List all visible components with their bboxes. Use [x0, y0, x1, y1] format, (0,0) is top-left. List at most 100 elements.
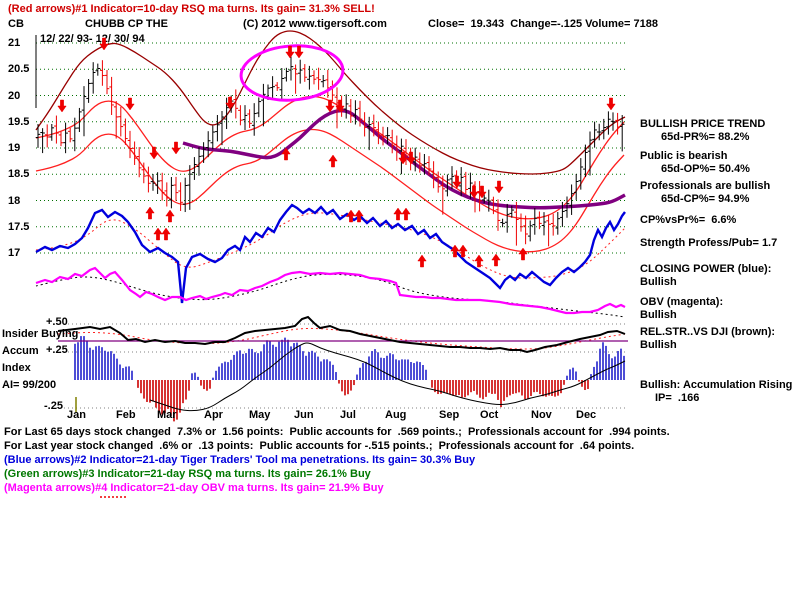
buy-arrow-icon — [281, 147, 291, 161]
month-label: May — [249, 409, 271, 421]
obv-line — [35, 266, 626, 315]
insider-buying-label: Insider Buying — [2, 328, 79, 340]
price-tick-label: 20 — [8, 89, 21, 102]
price-tick-label: 21 — [8, 37, 21, 49]
ellipse-annotation — [239, 44, 345, 102]
indicator-summary-item: 65d-CP%= 94.9% — [661, 193, 750, 205]
month-label: Jun — [294, 409, 314, 421]
sell-arrow-icon — [285, 45, 295, 59]
company-name: CHUBB CP THE — [85, 18, 168, 30]
month-label: Mar — [157, 409, 177, 421]
buy-arrow-icon — [145, 206, 155, 220]
price-tick-label: 17.5 — [8, 220, 30, 233]
indicator-summary-item: Public is bearish — [640, 150, 728, 162]
ai-moving-average-line — [149, 342, 626, 412]
footer-line: (Blue arrows)#2 Indicator=21-day Tiger T… — [4, 454, 476, 466]
indicator-summary-item: CLOSING POWER (blue): — [640, 263, 772, 275]
sell-arrow-icon — [99, 37, 109, 51]
sell-arrow-icon — [225, 96, 235, 110]
ticker-symbol: CB — [8, 18, 24, 30]
buy-arrow-icon — [153, 227, 163, 241]
month-label: Feb — [116, 409, 136, 421]
indicator-summary-item: Bullish — [640, 276, 677, 288]
month-label: Oct — [480, 409, 499, 421]
buy-arrow-icon — [354, 209, 364, 223]
sell-arrow-icon — [171, 141, 181, 155]
ai-value-label: AI= 99/200 — [2, 379, 57, 391]
price-tick-label: 20.5 — [8, 63, 30, 76]
sell-arrow-icon — [494, 180, 504, 194]
purple-65day-ma — [182, 108, 626, 210]
indicator-summary-item: REL.STR..VS DJI (brown): — [640, 326, 776, 338]
sell-arrow-icon — [149, 146, 159, 160]
sell-arrow-icon — [335, 99, 345, 113]
buy-arrow-icon — [401, 207, 411, 221]
sell-arrow-icon — [477, 185, 487, 199]
footer-line: For Last 65 days stock changed 7.3% or 1… — [4, 426, 670, 438]
month-label: Jul — [340, 409, 356, 421]
buy-arrow-icon — [491, 253, 501, 267]
indicator-summary-item: IP= .166 — [655, 392, 700, 404]
price-tick-label: 19.5 — [8, 115, 30, 128]
footer-line: (Magenta arrows)#4 Indicator=21-day OBV … — [4, 482, 384, 494]
indicator-summary-item: BULLISH PRICE TREND — [640, 118, 766, 130]
sell-arrow-icon — [469, 185, 479, 199]
buy-arrow-icon — [518, 247, 528, 261]
closing-power-red-dotted-ma — [35, 212, 626, 279]
month-label: Dec — [576, 409, 597, 421]
price-tick-label: 18.5 — [8, 168, 30, 181]
indicator-summary-item: CP%vsPr%= 6.6% — [640, 214, 737, 226]
accum-label: Accum — [2, 345, 39, 357]
buy-arrow-icon — [393, 207, 403, 221]
sell-arrow-icon — [398, 151, 408, 165]
copyright-text: (C) 2012 www.tigersoft.com — [243, 18, 387, 30]
month-label: Aug — [385, 409, 407, 421]
buy-arrow-icon — [346, 209, 356, 223]
oscillator-tick-label: +.50 — [46, 316, 68, 328]
signal-header: (Red arrows)#1 Indicator=10-day RSQ ma t… — [8, 3, 375, 15]
sell-arrow-icon — [294, 45, 304, 59]
indicator-summary-item: Bullish: Accumulation Rising — [640, 379, 793, 391]
closing-power-line — [35, 203, 626, 304]
indicator-summary-item: Professionals are bullish — [640, 180, 771, 192]
quote-line: Close= 19.343 Change=-.125 Volume= 7188 — [428, 18, 659, 30]
price-tick-label: 17 — [8, 247, 21, 259]
indicator-summary-item: Bullish — [640, 309, 677, 321]
relstr-red-dotted-ma — [57, 327, 626, 350]
oscillator-tick-label: -.25 — [44, 400, 63, 412]
index-label: Index — [2, 362, 31, 374]
footer-line: For Last year stock changed .6% or .13 p… — [4, 440, 635, 452]
upper-envelope-band — [35, 30, 626, 175]
month-label: Sep — [439, 409, 460, 421]
buy-arrow-icon — [474, 254, 484, 268]
obv-black-dotted-ma — [35, 273, 626, 318]
buy-arrow-icon — [417, 254, 427, 268]
sell-arrow-icon — [57, 99, 67, 113]
month-label: Apr — [204, 409, 223, 421]
sell-arrow-icon — [452, 175, 462, 189]
indicator-summary-item: OBV (magenta): — [640, 296, 724, 308]
month-label: Nov — [531, 409, 552, 421]
price-tick-label: 19 — [8, 142, 21, 154]
footer-line: (Green arrows)#3 Indicator=21-day RSQ ma… — [4, 468, 371, 480]
indicator-summary-item: Bullish — [640, 339, 677, 351]
oscillator-tick-label: +.25 — [46, 344, 68, 356]
sell-arrow-icon — [406, 151, 416, 165]
sell-arrow-icon — [606, 97, 616, 111]
sell-arrow-icon — [125, 97, 135, 111]
relative-strength-line — [57, 315, 626, 354]
buy-arrow-icon — [450, 244, 460, 258]
indicator-summary-item: Strength Profess/Pub= 1.7 — [640, 237, 778, 249]
buy-arrow-icon — [165, 209, 175, 223]
price-tick-label: 18 — [8, 194, 21, 207]
sell-arrow-icon — [325, 99, 335, 113]
buy-arrow-icon — [328, 154, 338, 168]
date-range: 12/ 22/ 93- 12/ 30/ 94 — [40, 33, 145, 45]
buy-arrow-icon — [161, 227, 171, 241]
indicator-summary-item: 65d-OP%= 50.4% — [661, 163, 750, 175]
indicator-summary-item: 65d-PR%= 88.2% — [661, 131, 750, 143]
buy-arrow-icon — [458, 244, 468, 258]
month-label: Jan — [67, 409, 86, 421]
